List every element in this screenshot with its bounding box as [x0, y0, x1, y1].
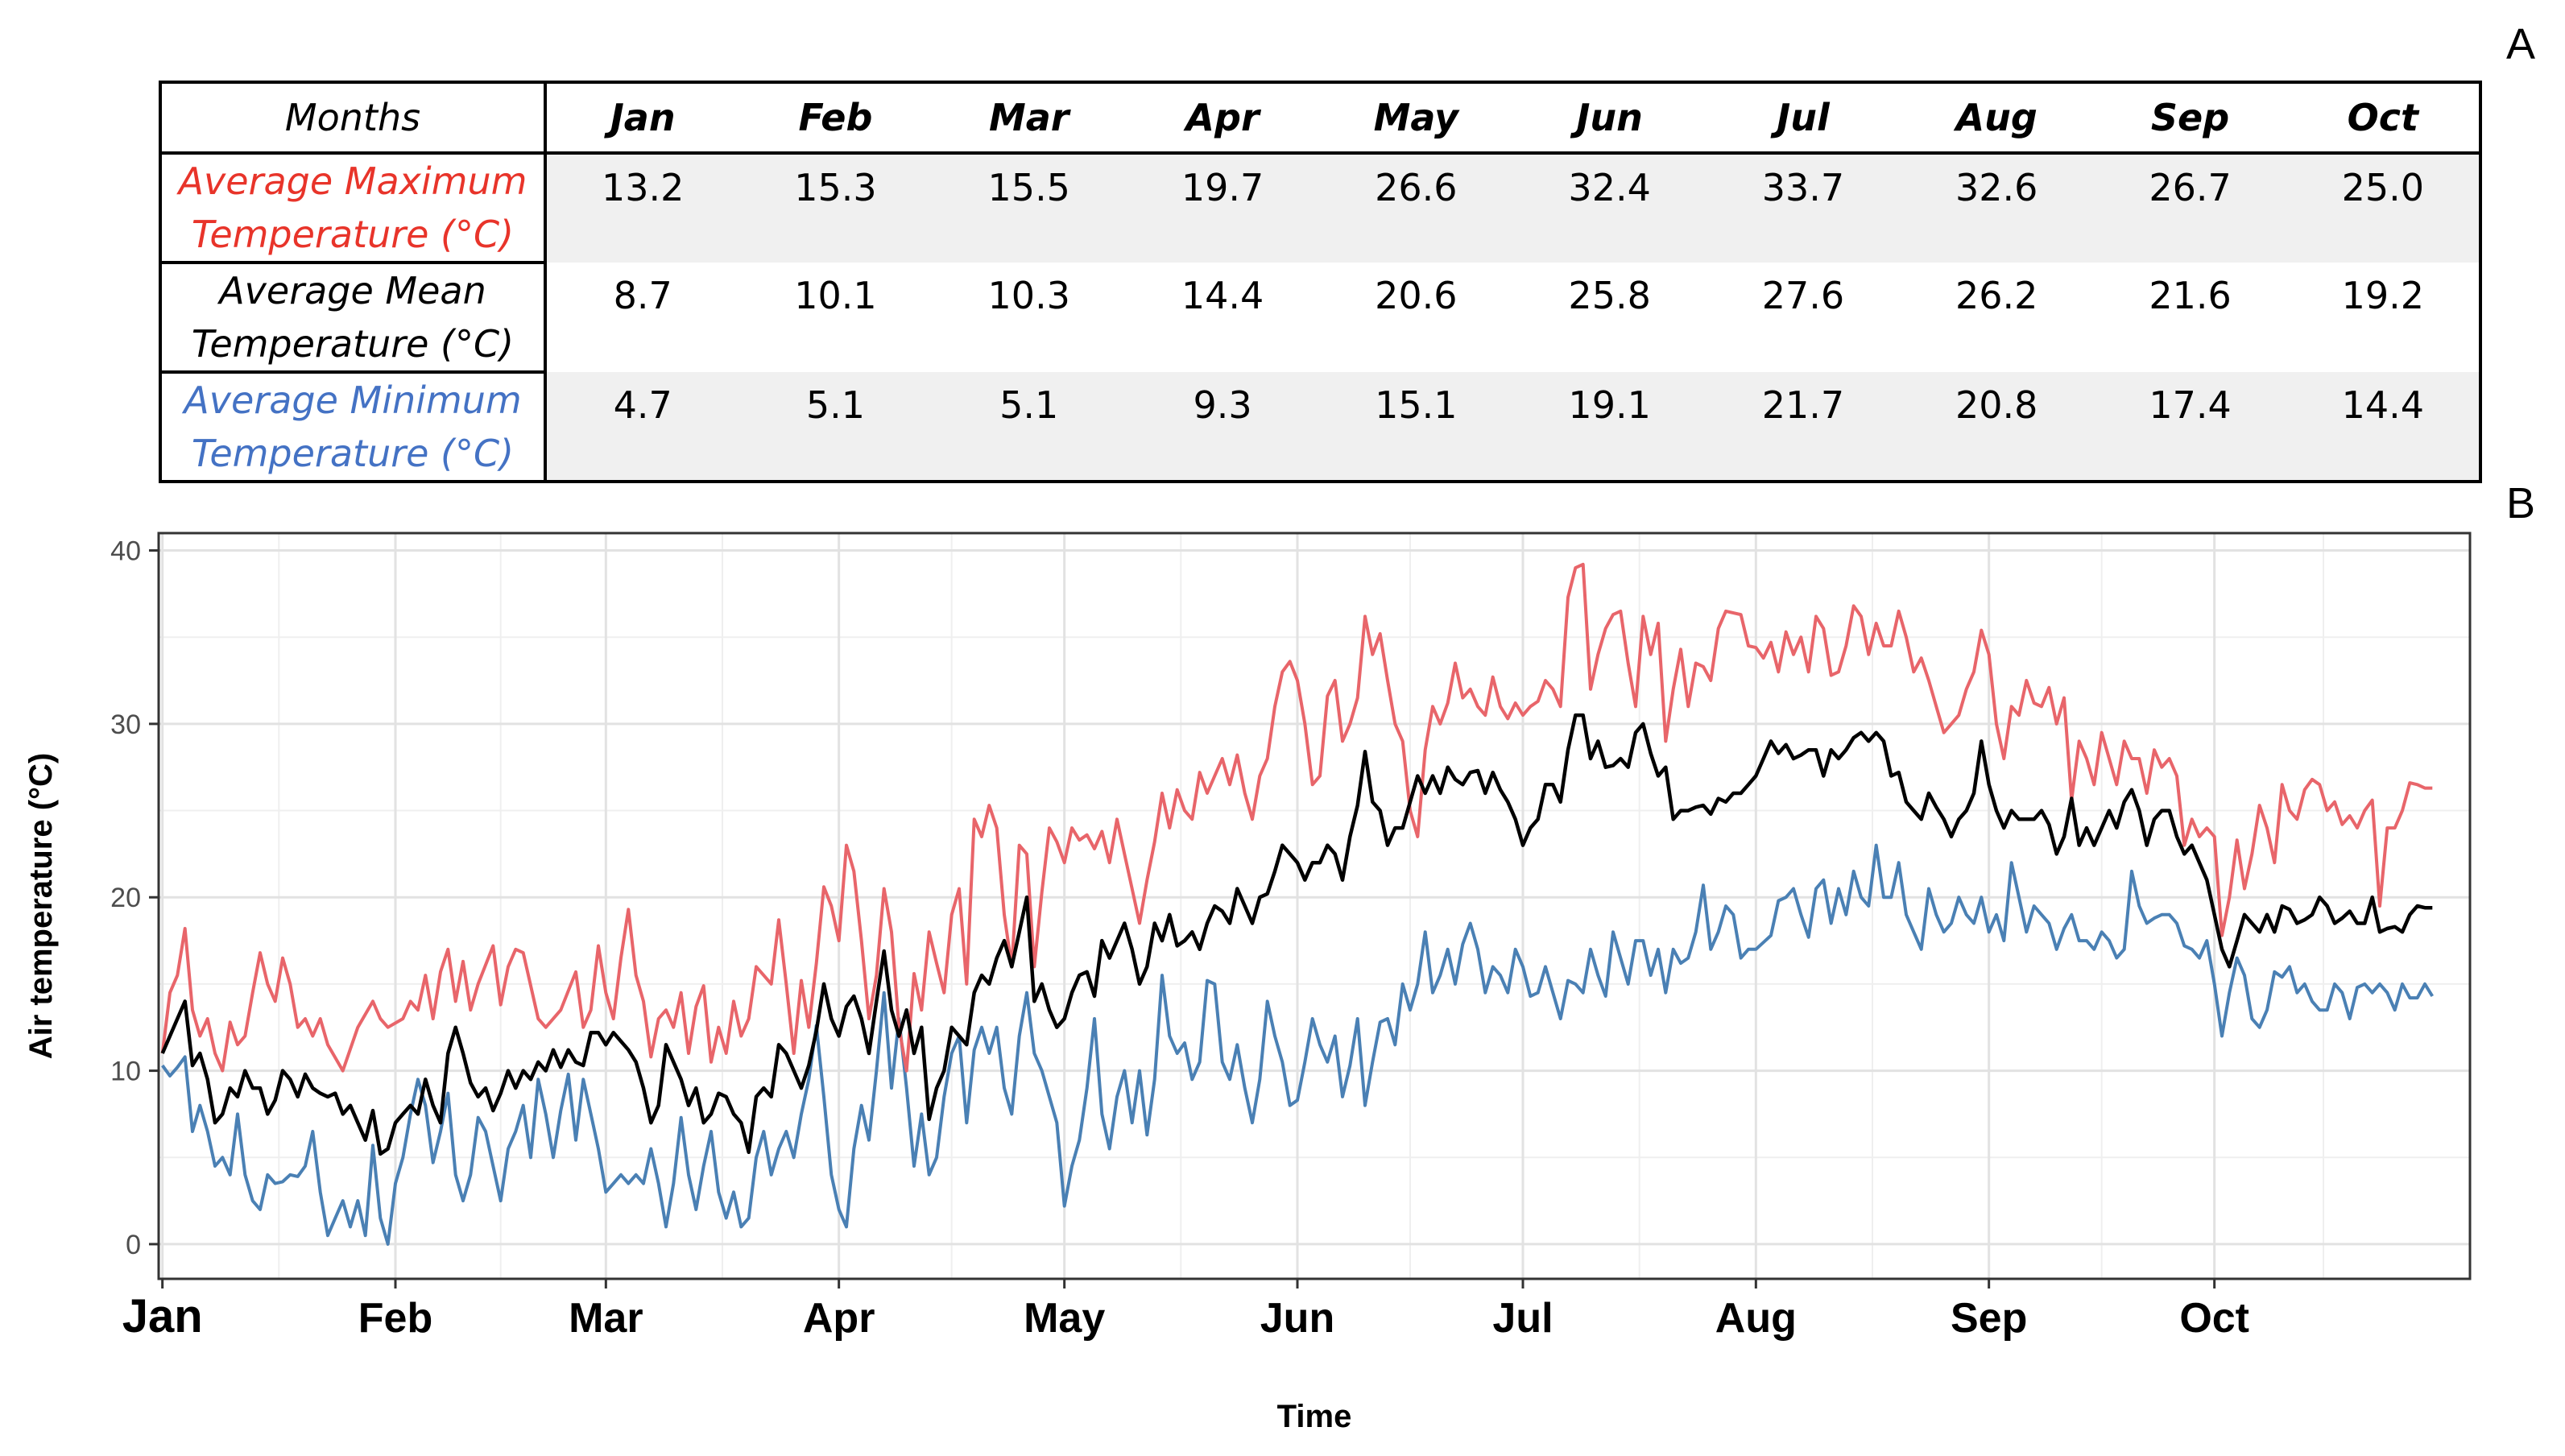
y-tick-label: 10	[110, 1057, 141, 1087]
row-label-line: Average Mean	[219, 269, 486, 312]
month-header: Oct	[2286, 82, 2480, 155]
table-cell: 5.1	[932, 372, 1126, 482]
table-cell: 27.6	[1761, 274, 1845, 317]
table-row-min: Average Minimum Temperature (°C) 4.7 5.1…	[160, 372, 2480, 482]
table-row-max: Average Maximum Temperature (°C) 13.2 15…	[160, 153, 2480, 264]
month-header: Apr	[1125, 82, 1320, 155]
row-label-line: Average Maximum	[178, 159, 527, 203]
row-label-line: Temperature (°C)	[191, 432, 515, 475]
month-header: Mar	[932, 82, 1126, 155]
row-label-mean: Average Mean Temperature (°C)	[160, 263, 547, 374]
table-cell: 19.7	[1125, 153, 1320, 263]
table-cell: 15.5	[932, 153, 1126, 263]
table-cell: 32.6	[1900, 153, 2094, 263]
table-cell: 4.7	[545, 372, 739, 482]
x-tick-label: Aug	[1715, 1295, 1797, 1342]
table-cell: 21.6	[2149, 274, 2232, 317]
x-tick-label: Apr	[803, 1295, 875, 1342]
panel-label-b: B	[2506, 479, 2536, 527]
monthly-summary-table: Months Jan Feb Mar Apr May Jun Jul Aug S…	[159, 81, 2482, 483]
y-tick-label: 30	[110, 709, 141, 740]
table-cell: 14.4	[2286, 372, 2480, 482]
series-line-max	[160, 562, 2433, 1073]
table-cell: 26.6	[1319, 153, 1513, 263]
x-tick-label: Mar	[569, 1295, 643, 1342]
table-cell: 19.2	[2341, 274, 2425, 317]
table-cell: 15.1	[1319, 372, 1513, 482]
table-cell: 9.3	[1125, 372, 1320, 482]
plot-panel-border	[157, 532, 2472, 1280]
row-label-min: Average Minimum Temperature (°C)	[160, 372, 547, 482]
months-header: Months	[160, 82, 547, 155]
x-tick-label: Oct	[2179, 1295, 2249, 1342]
row-label-line: Average Minimum	[184, 378, 522, 422]
table-cell: 15.3	[738, 153, 933, 263]
table-cell: 10.3	[987, 274, 1070, 317]
table-cell: 20.8	[1900, 372, 2094, 482]
month-header: Feb	[738, 82, 933, 155]
panel-label-a: A	[2506, 20, 2536, 68]
table-cell: 19.1	[1512, 372, 1707, 482]
table-cell: 8.7	[613, 274, 672, 317]
row-label-line: Temperature (°C)	[191, 322, 515, 366]
x-axis-title: Time	[1277, 1399, 1352, 1434]
x-tick-label: Sep	[1951, 1295, 2027, 1342]
series-line-mean	[160, 713, 2433, 1156]
month-header: Jan	[545, 82, 739, 155]
table-cell: 33.7	[1706, 153, 1901, 263]
temperature-line-chart: 0 10 20 30 40 Jan Feb Mar Apr May Jun Jul Aug Sep Oct T…	[23, 532, 2472, 1434]
series-line-min	[161, 843, 2435, 1246]
x-tick-label: Jul	[1492, 1295, 1553, 1342]
y-axis-title: Air temperature (°C)	[23, 753, 59, 1060]
table-cell: 26.2	[1955, 274, 2038, 317]
month-header: Jun	[1512, 82, 1707, 155]
table-cell: 5.1	[738, 372, 933, 482]
month-header: Aug	[1900, 82, 2094, 155]
table-cell: 21.7	[1706, 372, 1901, 482]
y-tick-label: 0	[126, 1230, 141, 1260]
table-cell: 32.4	[1512, 153, 1707, 263]
month-header: Jul	[1706, 82, 1901, 155]
y-tick-label: 40	[110, 536, 141, 567]
x-tick-label: May	[1024, 1295, 1105, 1342]
table-cell: 25.0	[2286, 153, 2480, 263]
row-label-line: Temperature (°C)	[191, 213, 515, 256]
table-cell: 26.7	[2093, 153, 2287, 263]
month-header: May	[1319, 82, 1513, 155]
x-tick-label: Jun	[1260, 1295, 1334, 1342]
table-cell: 20.6	[1375, 274, 1458, 317]
table-header-row: Months Jan Feb Mar Apr May Jun Jul Aug S…	[160, 82, 2480, 155]
table-row-mean: Average Mean Temperature (°C) 8.7 10.1 1…	[160, 263, 2480, 374]
x-tick-label: Feb	[358, 1295, 432, 1342]
month-header: Sep	[2093, 82, 2287, 155]
table-cell: 17.4	[2093, 372, 2287, 482]
table-cell: 25.8	[1568, 274, 1651, 317]
x-tick-label: Jan	[122, 1290, 203, 1342]
table-cell: 13.2	[545, 153, 739, 263]
y-tick-label: 20	[110, 883, 141, 913]
table-cell: 10.1	[794, 274, 877, 317]
table-cell: 14.4	[1181, 274, 1264, 317]
row-label-max: Average Maximum Temperature (°C)	[160, 153, 547, 264]
